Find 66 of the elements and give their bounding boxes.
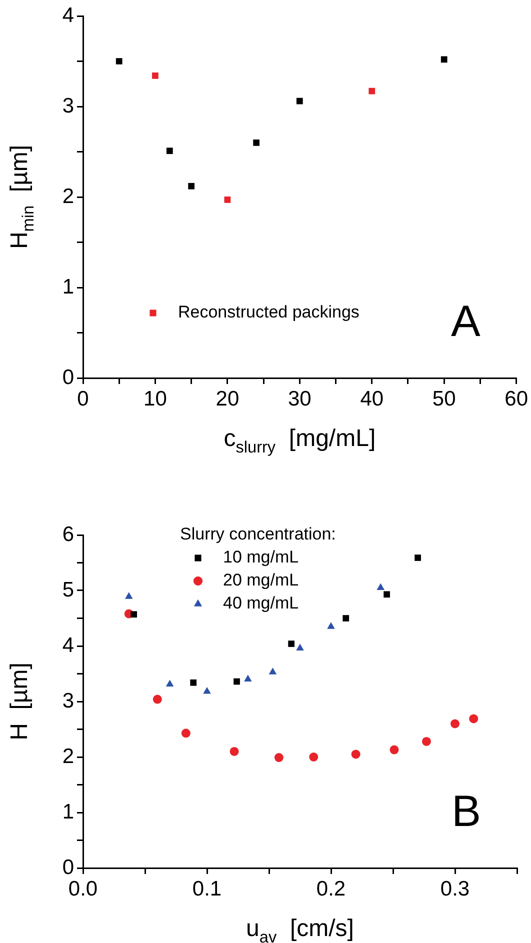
- y-tick-label: 2: [62, 184, 74, 208]
- point: [351, 750, 360, 759]
- annotation: A: [450, 297, 481, 346]
- point: [166, 148, 173, 154]
- x-tick-label: 30: [288, 387, 312, 410]
- point: [130, 611, 138, 618]
- y-tick-label: 1: [62, 800, 74, 824]
- point: [188, 182, 195, 190]
- legend-label: 20 mg/mL: [223, 570, 299, 590]
- point: [116, 58, 122, 64]
- point: [469, 714, 478, 724]
- point: [166, 680, 174, 687]
- point: [224, 196, 231, 203]
- point: [124, 592, 133, 599]
- y-tick-label: 3: [62, 689, 74, 712]
- point: [152, 694, 162, 704]
- point: [296, 98, 303, 104]
- legend-label: 40 mg/mL: [223, 594, 299, 613]
- y-tick-label: 6: [62, 522, 74, 546]
- y-tick-label: 0: [62, 856, 74, 879]
- y-axis-title: H [µm]: [6, 662, 33, 740]
- point: [274, 753, 284, 762]
- legend-label: Reconstructed packings: [178, 302, 360, 322]
- point: [376, 583, 384, 590]
- x-tick-label: 0.1: [192, 877, 222, 900]
- point: [368, 88, 376, 94]
- point: [181, 728, 190, 738]
- point: [253, 140, 260, 146]
- point: [230, 746, 239, 756]
- point: [244, 674, 252, 682]
- x-tick-label: 0.0: [68, 877, 98, 900]
- legend-label: 10 mg/mL: [223, 548, 299, 567]
- point: [422, 736, 431, 746]
- y-tick-label: 1: [62, 275, 74, 298]
- y-axis-title: Hmin [µm]: [6, 144, 38, 250]
- point: [450, 719, 460, 728]
- x-tick-label: 0.3: [440, 877, 470, 900]
- x-tick-label: 20: [216, 387, 240, 410]
- point: [342, 615, 350, 622]
- point: [327, 622, 335, 629]
- x-tick-label: 10: [144, 387, 167, 410]
- point: [440, 56, 448, 63]
- y-tick-label: 2: [62, 744, 74, 768]
- point: [309, 752, 318, 762]
- x-tick-label: 50: [432, 387, 456, 410]
- y-tick-label: 4: [62, 4, 74, 27]
- y-tick-label: 4: [62, 634, 74, 657]
- point: [152, 72, 158, 79]
- point: [296, 644, 304, 650]
- point: [203, 687, 211, 694]
- point: [390, 745, 399, 754]
- point: [268, 668, 277, 674]
- x-tick-label: 0.2: [316, 877, 346, 900]
- point: [384, 591, 390, 598]
- y-tick-label: 3: [62, 94, 74, 118]
- x-tick-label: 40: [360, 387, 384, 410]
- annotation: B: [452, 787, 481, 836]
- y-tick-label: 0: [62, 366, 74, 389]
- point: [414, 554, 421, 561]
- point: [190, 679, 197, 686]
- x-tick-label: 60: [504, 387, 528, 410]
- point: [234, 678, 240, 685]
- x-tick-label: 0: [77, 387, 89, 410]
- point: [288, 640, 294, 647]
- y-tick-label: 5: [62, 578, 74, 602]
- legend-title: Slurry concentration:: [180, 524, 336, 544]
